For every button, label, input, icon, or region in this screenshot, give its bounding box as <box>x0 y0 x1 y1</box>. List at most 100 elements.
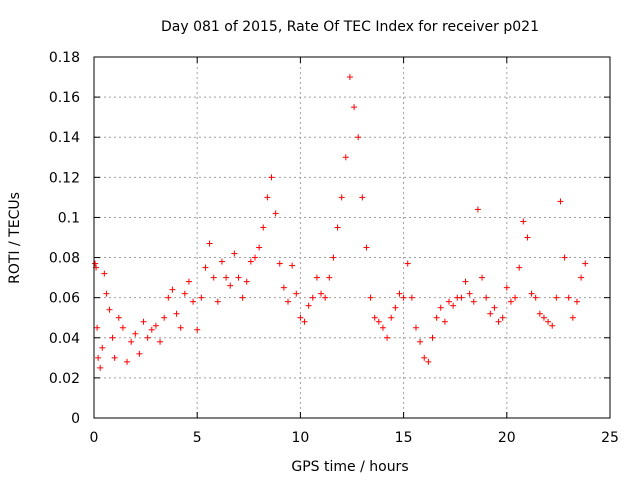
data-point <box>532 294 539 301</box>
data-point <box>223 274 230 281</box>
data-point <box>487 310 494 317</box>
data-point <box>388 314 395 321</box>
y-axis-label: ROTI / TECUs <box>7 192 23 284</box>
data-point <box>582 260 589 267</box>
data-point <box>235 274 242 281</box>
data-point <box>94 324 101 331</box>
data-point <box>185 278 192 285</box>
data-point <box>458 294 465 301</box>
data-point <box>140 318 147 325</box>
data-point <box>516 264 523 271</box>
data-point <box>425 358 432 365</box>
data-point <box>95 354 102 361</box>
data-point <box>99 344 106 351</box>
data-point <box>92 260 99 267</box>
data-point <box>536 310 543 317</box>
data-point <box>227 282 234 289</box>
data-point <box>553 294 560 301</box>
x-tick-label: 5 <box>193 430 202 446</box>
data-point <box>124 358 131 365</box>
data-point <box>103 290 110 297</box>
data-point <box>363 244 370 251</box>
data-point <box>392 304 399 311</box>
data-point <box>346 74 353 81</box>
data-point <box>569 314 576 321</box>
data-point <box>161 314 168 321</box>
data-point <box>165 294 172 301</box>
data-point <box>462 278 469 285</box>
data-point <box>101 270 108 277</box>
plot-frame <box>93 56 611 419</box>
data-point <box>106 306 113 313</box>
data-point <box>450 302 457 309</box>
data-point <box>285 298 292 305</box>
data-point <box>305 302 312 309</box>
data-point <box>322 294 329 301</box>
data-point <box>421 354 428 361</box>
data-point <box>565 294 572 301</box>
data-point <box>272 210 279 217</box>
data-point <box>218 258 225 265</box>
data-point <box>157 338 164 345</box>
data-point <box>470 298 477 305</box>
y-tick-label: 0.12 <box>49 170 80 186</box>
data-point <box>202 264 209 271</box>
data-point <box>318 290 325 297</box>
y-tick-label: 0.02 <box>49 371 80 387</box>
data-point <box>437 304 444 311</box>
data-point <box>210 274 217 281</box>
data-point <box>334 224 341 231</box>
data-point <box>483 294 490 301</box>
data-point <box>289 262 296 269</box>
x-tick-label: 10 <box>291 430 309 446</box>
data-point <box>561 254 568 261</box>
data-point <box>528 290 535 297</box>
data-point <box>417 338 424 345</box>
data-point <box>557 198 564 205</box>
data-point <box>111 354 118 361</box>
y-tick-label: 0 <box>71 411 80 427</box>
data-point <box>256 244 263 251</box>
data-point <box>507 298 514 305</box>
data-point <box>499 314 506 321</box>
data-point <box>429 334 436 341</box>
data-point <box>280 284 287 291</box>
data-point <box>260 224 267 231</box>
data-point <box>474 206 481 213</box>
x-tick-label: 0 <box>90 430 99 446</box>
y-tick-label: 0.14 <box>49 130 80 146</box>
data-point <box>412 324 419 331</box>
data-point <box>190 298 197 305</box>
data-point <box>214 298 221 305</box>
data-point <box>540 314 547 321</box>
data-point <box>384 334 391 341</box>
data-point <box>400 294 407 301</box>
data-point <box>404 260 411 267</box>
data-point <box>293 290 300 297</box>
data-point <box>338 194 345 201</box>
data-point <box>466 290 473 297</box>
data-point <box>359 194 366 201</box>
data-point <box>520 218 527 225</box>
gridlines <box>94 57 610 418</box>
x-tick-label: 25 <box>601 430 619 446</box>
data-point <box>371 314 378 321</box>
data-point <box>181 290 188 297</box>
data-point <box>479 274 486 281</box>
data-point <box>247 258 254 265</box>
data-point <box>264 194 271 201</box>
data-point <box>97 364 104 371</box>
data-point <box>446 298 453 305</box>
y-tick-label: 0.04 <box>49 331 80 347</box>
data-point <box>408 294 415 301</box>
data-point <box>251 254 258 261</box>
y-tick-labels: 0 0.02 0.04 0.06 0.08 0.1 0.12 0.14 0.16 0.18 <box>49 50 80 427</box>
chart-title: Day 081 of 2015, Rate Of TEC Index for r… <box>161 19 539 35</box>
y-tick-label: 0.18 <box>49 50 80 66</box>
x-tick-labels: 0 5 10 15 20 25 <box>90 430 619 446</box>
y-tick-label: 0.08 <box>49 251 80 267</box>
data-point <box>326 274 333 281</box>
data-point <box>239 294 246 301</box>
data-point <box>194 326 201 333</box>
